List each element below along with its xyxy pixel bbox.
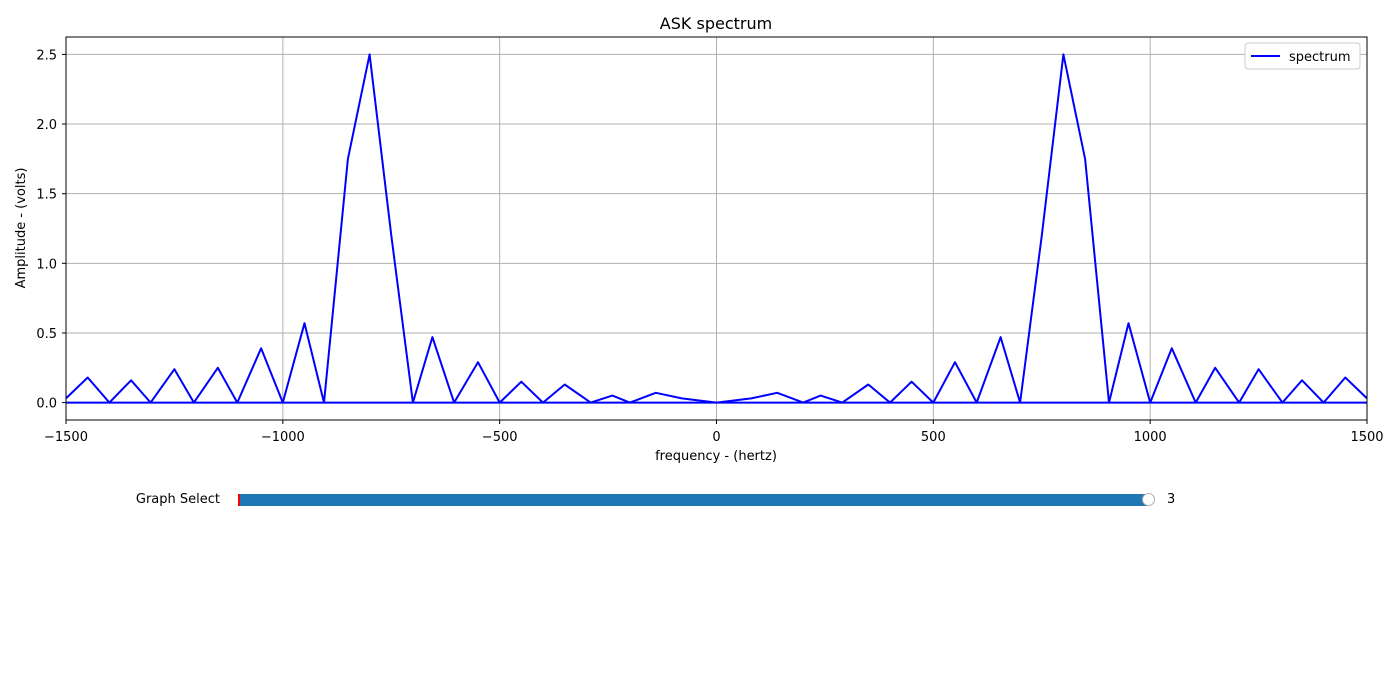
- y-tick-label: 1.5: [36, 188, 57, 203]
- y-axis-label: Amplitude - (volts): [14, 168, 29, 289]
- slider-handle[interactable]: [1142, 493, 1155, 506]
- x-axis-label: frequency - (hertz): [655, 449, 777, 464]
- grid: [65, 37, 1368, 420]
- legend-frame: [1244, 42, 1361, 70]
- x-tick-label: −1500: [44, 430, 88, 445]
- x-tick-label: −1000: [261, 430, 305, 445]
- legend: spectrum: [1244, 42, 1361, 70]
- slider-initial-marker: [238, 494, 240, 506]
- x-tick-label: 0: [712, 430, 720, 445]
- y-tick-label: 2.0: [36, 118, 57, 133]
- slider-fill: [238, 494, 1149, 506]
- chart-title: ASK spectrum: [660, 14, 772, 33]
- y-tick-label: 0.0: [36, 397, 57, 412]
- x-tick-label: 1000: [1134, 430, 1167, 445]
- x-tick-label: −500: [482, 430, 518, 445]
- y-tick-label: 1.0: [36, 257, 57, 272]
- x-tick-label: 1500: [1350, 430, 1383, 445]
- series-layer: [65, 53, 1368, 404]
- y-tick-label: 0.5: [36, 327, 57, 342]
- x-tick-label: 500: [921, 430, 946, 445]
- spectrum-chart: ASK spectrum −1500 −1000 −500 0 500 1000 1500 0…: [14, 14, 1384, 464]
- graph-select-label: Graph Select: [135, 492, 220, 507]
- tick-layer: −1500 −1000 −500 0 500 1000 1500 0.0 0.5 1.0 1.5 2.…: [36, 48, 1383, 445]
- y-tick-label: 2.5: [36, 48, 57, 63]
- graph-select-slider[interactable]: [238, 493, 1155, 506]
- slider-value: 3: [1167, 492, 1176, 507]
- legend-label-spectrum: spectrum: [1289, 50, 1351, 65]
